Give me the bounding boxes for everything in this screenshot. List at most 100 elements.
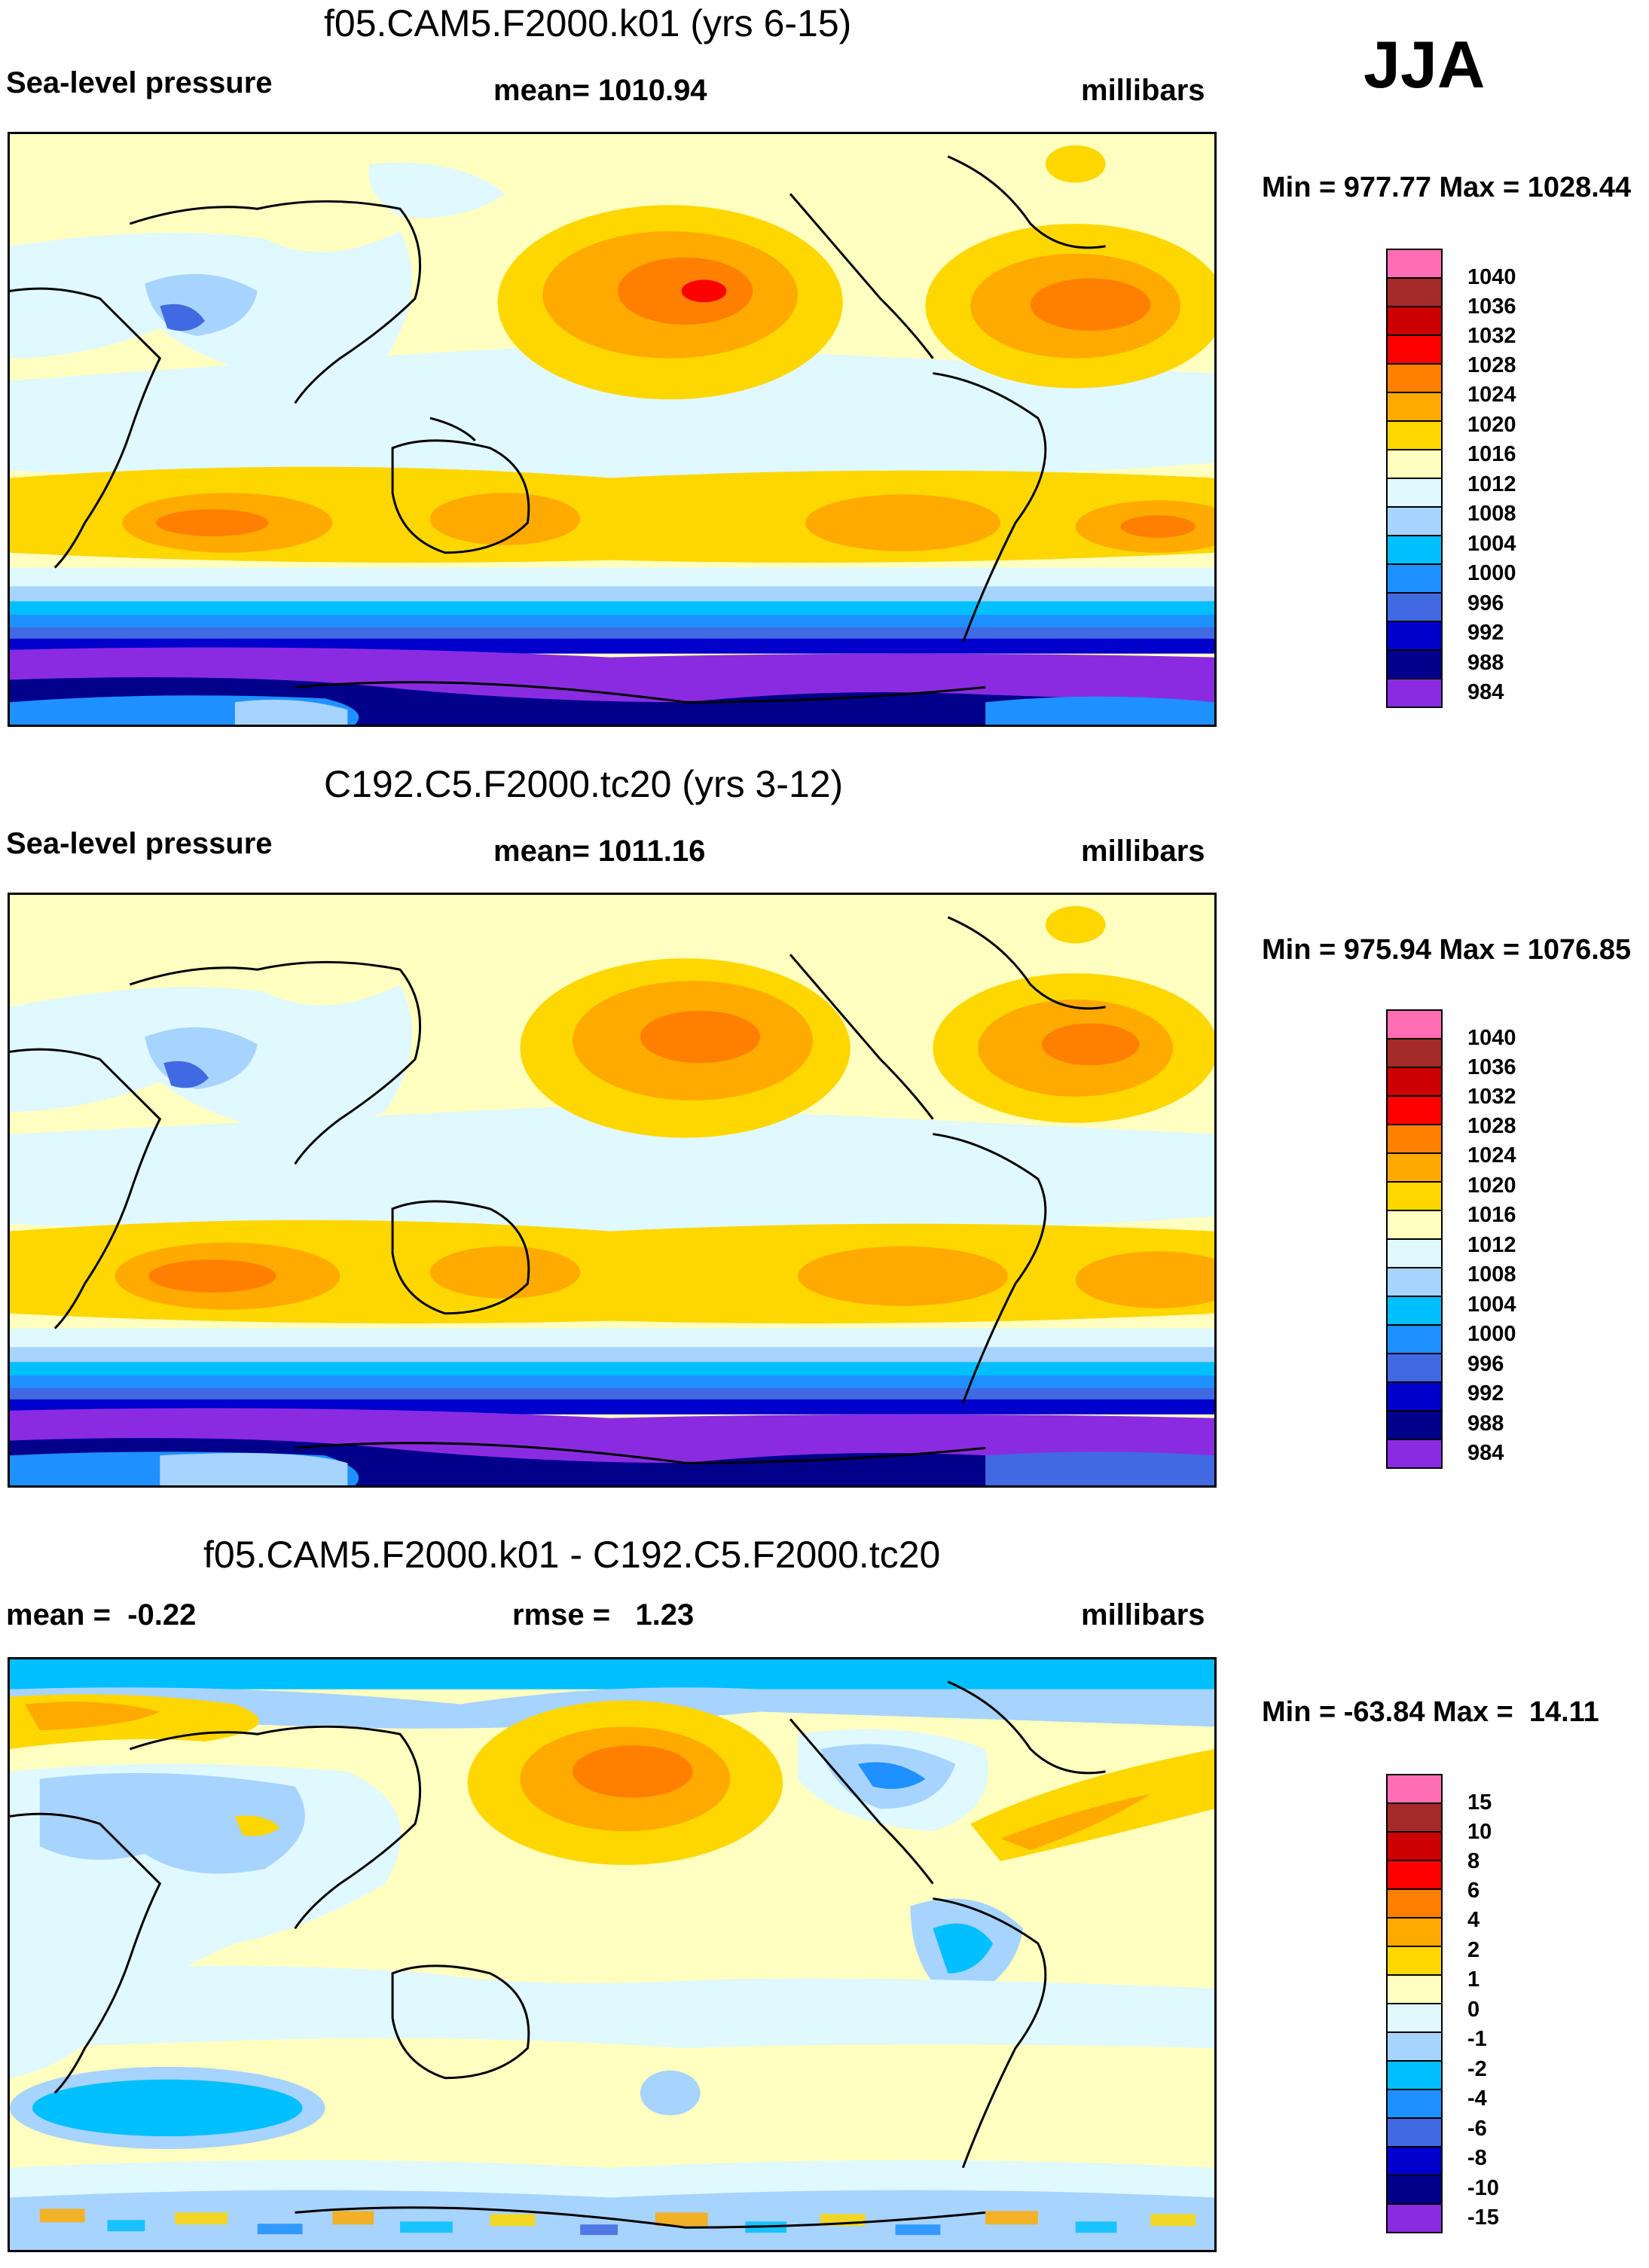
- colorbar-swatch: [1386, 1267, 1443, 1297]
- colorbar-swatch: [1386, 621, 1443, 651]
- panel-3-title: f05.CAM5.F2000.k01 - C192.C5.F2000.tc20: [203, 1534, 941, 1576]
- colorbar-label: -1: [1467, 2027, 1487, 2051]
- colorbar-label: 1024: [1467, 1143, 1516, 1168]
- panel-2-variable-label: Sea-level pressure: [6, 827, 273, 860]
- colorbar-label: 1028: [1467, 353, 1516, 377]
- colorbar-label: 1040: [1467, 265, 1516, 289]
- colorbar-swatch: [1386, 678, 1443, 708]
- colorbar-swatch: [1386, 1381, 1443, 1412]
- panel-3-minmax: Min = -63.84 Max = 14.11: [1262, 1696, 1599, 1728]
- colorbar-label: 1040: [1467, 1026, 1516, 1050]
- colorbar-swatch: [1386, 1974, 1443, 2004]
- colorbar-label: 984: [1467, 680, 1504, 704]
- colorbar-swatch: [1386, 1095, 1443, 1125]
- colorbar-swatch: [1386, 592, 1443, 622]
- colorbar-label: 1032: [1467, 1085, 1516, 1109]
- colorbar-label: 1004: [1467, 1293, 1516, 1317]
- colorbar-label: 1020: [1467, 413, 1516, 437]
- colorbar-label: 4: [1467, 1908, 1480, 1932]
- colorbar-swatch: [1386, 1917, 1443, 1947]
- colorbar-label: 0: [1467, 1998, 1480, 2022]
- colorbar-swatch: [1386, 2146, 1443, 2176]
- panel-1-variable-label: Sea-level pressure: [6, 66, 273, 99]
- colorbar-label: 988: [1467, 651, 1504, 675]
- colorbar-label: 1016: [1467, 442, 1516, 466]
- colorbar-label: -10: [1467, 2176, 1499, 2200]
- colorbar-swatch: [1386, 306, 1443, 336]
- colorbar-label: -8: [1467, 2146, 1487, 2170]
- colorbar-label: 8: [1467, 1849, 1480, 1873]
- panel-1-units-label: millibars: [1081, 74, 1205, 107]
- colorbar-label: 996: [1467, 1352, 1504, 1376]
- colorbar-swatch: [1386, 392, 1443, 422]
- colorbar-label: 992: [1467, 621, 1504, 645]
- colorbar-swatch: [1386, 1124, 1443, 1154]
- colorbar-label: 1012: [1467, 472, 1516, 496]
- colorbar-swatch: [1386, 2117, 1443, 2147]
- colorbar-label: 1036: [1467, 1055, 1516, 1079]
- panel-2-colorbar: [1386, 1009, 1443, 1484]
- colorbar-swatch: [1386, 1831, 1443, 1861]
- colorbar-swatch: [1386, 1238, 1443, 1268]
- colorbar-label: -15: [1467, 2205, 1499, 2230]
- colorbar-swatch: [1386, 449, 1443, 479]
- colorbar-label: 992: [1467, 1381, 1504, 1406]
- panel-3-units-label: millibars: [1081, 1598, 1205, 1632]
- colorbar-swatch: [1386, 1009, 1443, 1039]
- colorbar-label: 1: [1467, 1967, 1480, 1992]
- colorbar-swatch: [1386, 1888, 1443, 1918]
- colorbar-swatch: [1386, 1946, 1443, 1976]
- colorbar-swatch: [1386, 2031, 1443, 2062]
- colorbar-label: 996: [1467, 591, 1504, 615]
- colorbar-swatch: [1386, 1802, 1443, 1833]
- colorbar-swatch: [1386, 1439, 1443, 1469]
- colorbar-label: 1004: [1467, 532, 1516, 556]
- panel-3-rmse-label: rmse = 1.23: [512, 1598, 695, 1632]
- colorbar-swatch: [1386, 1353, 1443, 1383]
- panel-2-units-label: millibars: [1081, 835, 1205, 868]
- colorbar-swatch: [1386, 420, 1443, 450]
- colorbar-swatch: [1386, 277, 1443, 307]
- panel-1-title: f05.CAM5.F2000.k01 (yrs 6-15): [324, 2, 852, 44]
- colorbar-swatch: [1386, 1038, 1443, 1068]
- panel-1-mean-label: mean= 1010.94: [493, 74, 707, 107]
- colorbar-swatch: [1386, 649, 1443, 679]
- colorbar-label: 1028: [1467, 1114, 1516, 1138]
- colorbar-swatch: [1386, 478, 1443, 508]
- colorbar-swatch: [1386, 1410, 1443, 1440]
- panel-2-mean-label: mean= 1011.16: [493, 835, 706, 868]
- colorbar-swatch: [1386, 2060, 1443, 2090]
- panel-1-colorbar: [1386, 249, 1443, 723]
- panel-1-map: [8, 132, 1217, 727]
- colorbar-swatch: [1386, 363, 1443, 393]
- colorbar-swatch: [1386, 334, 1443, 365]
- colorbar-swatch: [1386, 506, 1443, 536]
- panel-3-mean-label: mean = -0.22: [6, 1598, 197, 1632]
- colorbar-swatch: [1386, 1860, 1443, 1890]
- colorbar-label: 1008: [1467, 502, 1516, 526]
- colorbar-label: 10: [1467, 1820, 1492, 1844]
- colorbar-label: 1016: [1467, 1203, 1516, 1227]
- colorbar-swatch: [1386, 1181, 1443, 1211]
- colorbar-label: 1012: [1467, 1233, 1516, 1257]
- colorbar-label: 1000: [1467, 561, 1516, 585]
- colorbar-label: 984: [1467, 1441, 1504, 1465]
- panel-2-title: C192.C5.F2000.tc20 (yrs 3-12): [324, 763, 844, 805]
- colorbar-label: 1008: [1467, 1262, 1516, 1287]
- colorbar-label: 15: [1467, 1790, 1492, 1815]
- colorbar-swatch: [1386, 1067, 1443, 1097]
- colorbar-label: 1000: [1467, 1322, 1516, 1346]
- colorbar-label: 1036: [1467, 295, 1516, 319]
- colorbar-swatch: [1386, 1296, 1443, 1326]
- colorbar-swatch: [1386, 535, 1443, 565]
- colorbar-swatch: [1386, 1152, 1443, 1183]
- panel-3-map: [8, 1657, 1217, 2252]
- colorbar-swatch: [1386, 563, 1443, 594]
- colorbar-label: -2: [1467, 2057, 1487, 2081]
- colorbar-label: 6: [1467, 1879, 1480, 1903]
- colorbar-label: 2: [1467, 1938, 1480, 1962]
- season-label: JJA: [1363, 27, 1486, 102]
- colorbar-label: 1024: [1467, 383, 1516, 407]
- panel-3-colorbar: [1386, 1774, 1443, 2248]
- colorbar-swatch: [1386, 2003, 1443, 2033]
